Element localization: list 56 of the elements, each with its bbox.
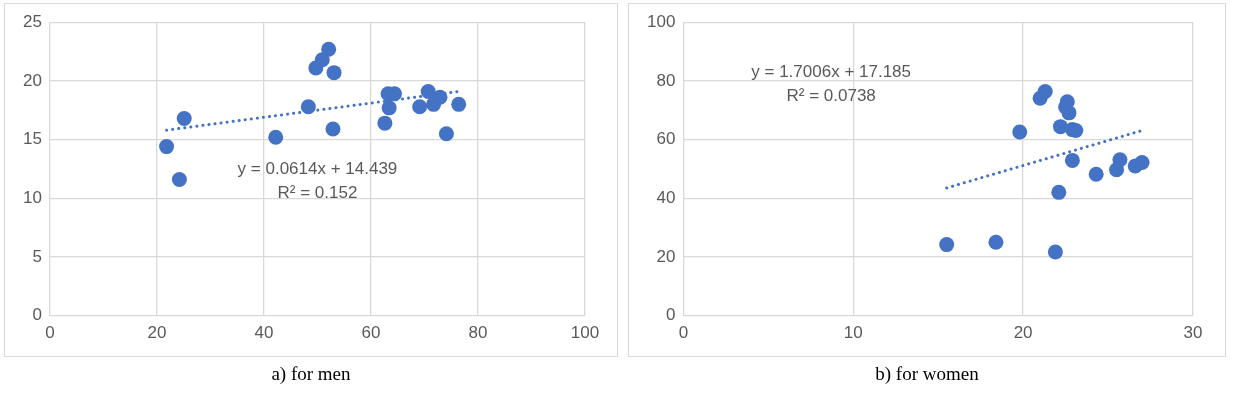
y-tick-label: 15	[22, 129, 42, 149]
point	[377, 115, 393, 131]
y-tick-label: 80	[656, 70, 676, 90]
annotation: R² = 0.152	[277, 182, 358, 202]
y-tick-label: 25	[22, 11, 42, 31]
annotation: y = 1.7006x + 17.185	[751, 61, 912, 81]
point	[1112, 152, 1128, 168]
point	[1052, 119, 1068, 135]
point	[1064, 152, 1080, 168]
point	[420, 83, 436, 99]
point	[939, 237, 955, 253]
x-tick-label: 10	[843, 323, 863, 343]
y-tick-label: 60	[656, 129, 676, 149]
point	[1134, 154, 1150, 170]
point	[325, 121, 341, 137]
point	[1088, 166, 1104, 182]
point	[412, 99, 428, 115]
point	[176, 110, 192, 126]
x-tick-label: 60	[361, 323, 381, 343]
y-tick-label: 40	[656, 187, 676, 207]
point	[438, 126, 454, 142]
text: a) for men	[271, 363, 351, 385]
point	[321, 41, 337, 57]
x-tick-label: 0	[45, 323, 55, 343]
x-tick-label: 0	[678, 323, 689, 343]
point	[988, 234, 1004, 250]
y-tick-label: 0	[32, 305, 42, 325]
annotation: R² = 0.0738	[786, 85, 876, 105]
x-tick-label: 100	[570, 323, 600, 343]
x-tick-label: 80	[468, 323, 488, 343]
point	[300, 99, 316, 115]
annotation: y = 0.0614x + 14.439	[237, 158, 398, 178]
point	[432, 89, 448, 105]
point	[268, 129, 284, 145]
y-tick-label: 5	[32, 246, 42, 266]
point	[381, 100, 397, 116]
y-tick-label: 20	[22, 70, 42, 90]
y-tick-label: 20	[656, 246, 676, 266]
point	[451, 96, 467, 112]
y-tick-label: 10	[22, 187, 42, 207]
text: b) for women	[875, 363, 979, 385]
point	[1037, 83, 1053, 99]
point	[1012, 124, 1028, 140]
y-tick-label: 100	[646, 11, 676, 31]
point	[1051, 184, 1067, 200]
x-tick-label: 30	[1183, 323, 1203, 343]
x-tick-label: 20	[1013, 323, 1033, 343]
point	[326, 65, 342, 81]
y-tick-label: 0	[665, 305, 676, 325]
point	[159, 139, 175, 155]
point	[171, 171, 187, 187]
x-tick-label: 40	[254, 323, 274, 343]
point	[1061, 105, 1077, 121]
x-tick-label: 20	[147, 323, 167, 343]
point	[314, 52, 330, 68]
point	[1047, 244, 1063, 260]
